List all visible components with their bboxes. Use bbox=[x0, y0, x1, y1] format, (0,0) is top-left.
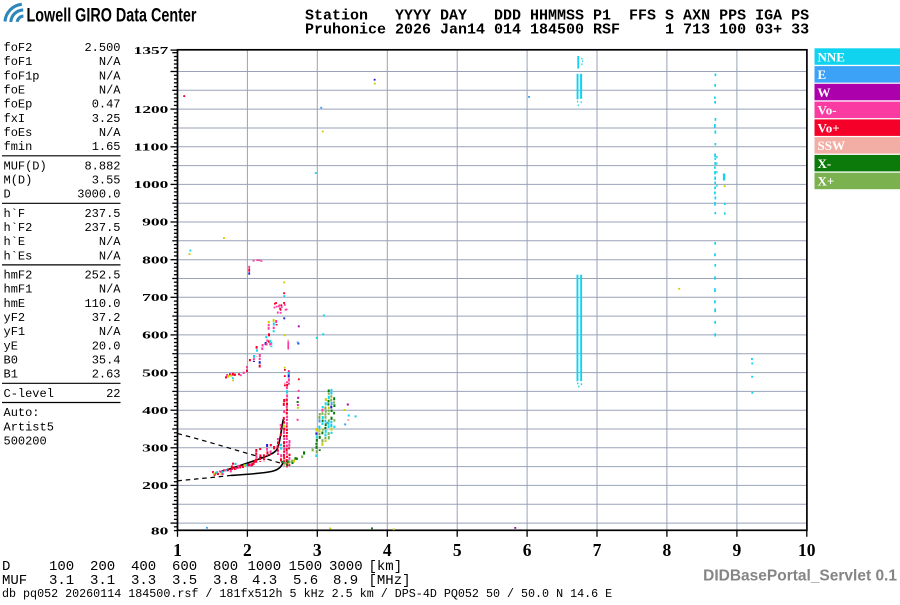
svg-text:5: 5 bbox=[453, 540, 462, 560]
svg-text:h`F: h`F bbox=[4, 207, 26, 221]
svg-text:NNE: NNE bbox=[818, 49, 845, 64]
svg-text:db pq052 20260114 184500.rsf /: db pq052 20260114 184500.rsf / 181fx512h… bbox=[2, 587, 612, 600]
svg-text:hmE: hmE bbox=[4, 297, 26, 311]
svg-text:1: 1 bbox=[173, 540, 182, 560]
svg-text:hmF1: hmF1 bbox=[4, 283, 33, 297]
svg-text:110.0: 110.0 bbox=[84, 297, 120, 311]
svg-text:1200: 1200 bbox=[134, 104, 169, 116]
svg-text:N/A: N/A bbox=[99, 249, 121, 263]
svg-text:SSW: SSW bbox=[818, 138, 845, 153]
svg-text:Pruhonice 2026 Jan14 014 18450: Pruhonice 2026 Jan14 014 184500 RSF 1 71… bbox=[305, 21, 809, 38]
svg-text:yE: yE bbox=[4, 339, 18, 353]
svg-text:foE: foE bbox=[4, 84, 26, 98]
svg-text:8.882: 8.882 bbox=[84, 159, 120, 173]
svg-text:1357: 1357 bbox=[134, 45, 169, 57]
svg-text:1100: 1100 bbox=[134, 142, 169, 154]
svg-text:X+: X+ bbox=[818, 174, 835, 189]
svg-text:foF1p: foF1p bbox=[4, 69, 40, 83]
svg-text:h`F2: h`F2 bbox=[4, 221, 33, 235]
svg-text:20.0: 20.0 bbox=[92, 339, 121, 353]
svg-text:3: 3 bbox=[313, 540, 322, 560]
svg-text:foEs: foEs bbox=[4, 126, 33, 140]
svg-text:foEp: foEp bbox=[4, 98, 33, 112]
svg-text:1000: 1000 bbox=[134, 179, 169, 191]
svg-text:Artist5: Artist5 bbox=[4, 420, 54, 434]
svg-text:MUF(D): MUF(D) bbox=[4, 159, 47, 173]
svg-text:N/A: N/A bbox=[99, 84, 121, 98]
svg-text:yF2: yF2 bbox=[4, 311, 26, 325]
svg-text:900: 900 bbox=[142, 217, 169, 229]
svg-text:7: 7 bbox=[593, 540, 602, 560]
svg-text:3000.0: 3000.0 bbox=[77, 188, 120, 202]
svg-text:N/A: N/A bbox=[99, 235, 121, 249]
svg-text:80: 80 bbox=[151, 525, 169, 537]
svg-text:600: 600 bbox=[142, 330, 169, 342]
svg-text:B0: B0 bbox=[4, 354, 18, 368]
svg-text:N/A: N/A bbox=[99, 283, 121, 297]
svg-text:N/A: N/A bbox=[99, 55, 121, 69]
svg-text:1.65: 1.65 bbox=[92, 140, 121, 154]
svg-text:N/A: N/A bbox=[99, 69, 121, 83]
svg-text:2.500: 2.500 bbox=[84, 41, 120, 55]
svg-text:DIDBasePortal_Servlet 0.1: DIDBasePortal_Servlet 0.1 bbox=[703, 568, 897, 585]
svg-text:foF1: foF1 bbox=[4, 55, 33, 69]
svg-text:fxI: fxI bbox=[4, 112, 26, 126]
svg-text:35.4: 35.4 bbox=[92, 354, 121, 368]
svg-text:300: 300 bbox=[142, 443, 169, 455]
svg-text:C-level: C-level bbox=[4, 387, 54, 401]
svg-text:foF2: foF2 bbox=[4, 41, 33, 55]
svg-text:500200: 500200 bbox=[4, 434, 47, 448]
svg-text:200: 200 bbox=[142, 480, 169, 492]
svg-text:8: 8 bbox=[663, 540, 672, 560]
svg-text:9: 9 bbox=[733, 540, 742, 560]
svg-text:M(D): M(D) bbox=[4, 174, 33, 188]
svg-text:3.55: 3.55 bbox=[92, 174, 121, 188]
svg-text:fmin: fmin bbox=[4, 140, 33, 154]
svg-text:X-: X- bbox=[818, 156, 832, 171]
svg-text:400: 400 bbox=[142, 405, 169, 417]
svg-text:2.63: 2.63 bbox=[92, 368, 121, 382]
svg-text:500: 500 bbox=[142, 367, 169, 379]
svg-text:D: D bbox=[4, 188, 11, 202]
svg-text:N/A: N/A bbox=[99, 325, 121, 339]
svg-text:37.2: 37.2 bbox=[92, 311, 121, 325]
svg-text:10: 10 bbox=[798, 540, 816, 560]
svg-text:Lowell GIRO Data Center: Lowell GIRO Data Center bbox=[27, 5, 197, 26]
svg-text:N/A: N/A bbox=[99, 126, 121, 140]
svg-text:Vo-: Vo- bbox=[818, 103, 837, 118]
svg-text:700: 700 bbox=[142, 292, 169, 304]
svg-text:237.5: 237.5 bbox=[84, 221, 120, 235]
svg-text:h`E: h`E bbox=[4, 235, 26, 249]
svg-text:3.25: 3.25 bbox=[92, 112, 121, 126]
svg-text:22: 22 bbox=[106, 387, 120, 401]
svg-text:Vo+: Vo+ bbox=[818, 120, 840, 135]
svg-text:E: E bbox=[818, 67, 827, 82]
svg-text:800: 800 bbox=[142, 254, 169, 266]
svg-text:W: W bbox=[818, 85, 831, 100]
svg-text:0.47: 0.47 bbox=[92, 98, 121, 112]
svg-text:Auto:: Auto: bbox=[4, 406, 40, 420]
svg-text:2: 2 bbox=[243, 540, 252, 560]
svg-text:237.5: 237.5 bbox=[84, 207, 120, 221]
svg-text:6: 6 bbox=[523, 540, 532, 560]
svg-text:hmF2: hmF2 bbox=[4, 269, 33, 283]
svg-text:h`Es: h`Es bbox=[4, 249, 33, 263]
svg-text:4: 4 bbox=[383, 540, 392, 560]
svg-text:B1: B1 bbox=[4, 368, 18, 382]
svg-text:yF1: yF1 bbox=[4, 325, 26, 339]
svg-text:252.5: 252.5 bbox=[84, 269, 120, 283]
